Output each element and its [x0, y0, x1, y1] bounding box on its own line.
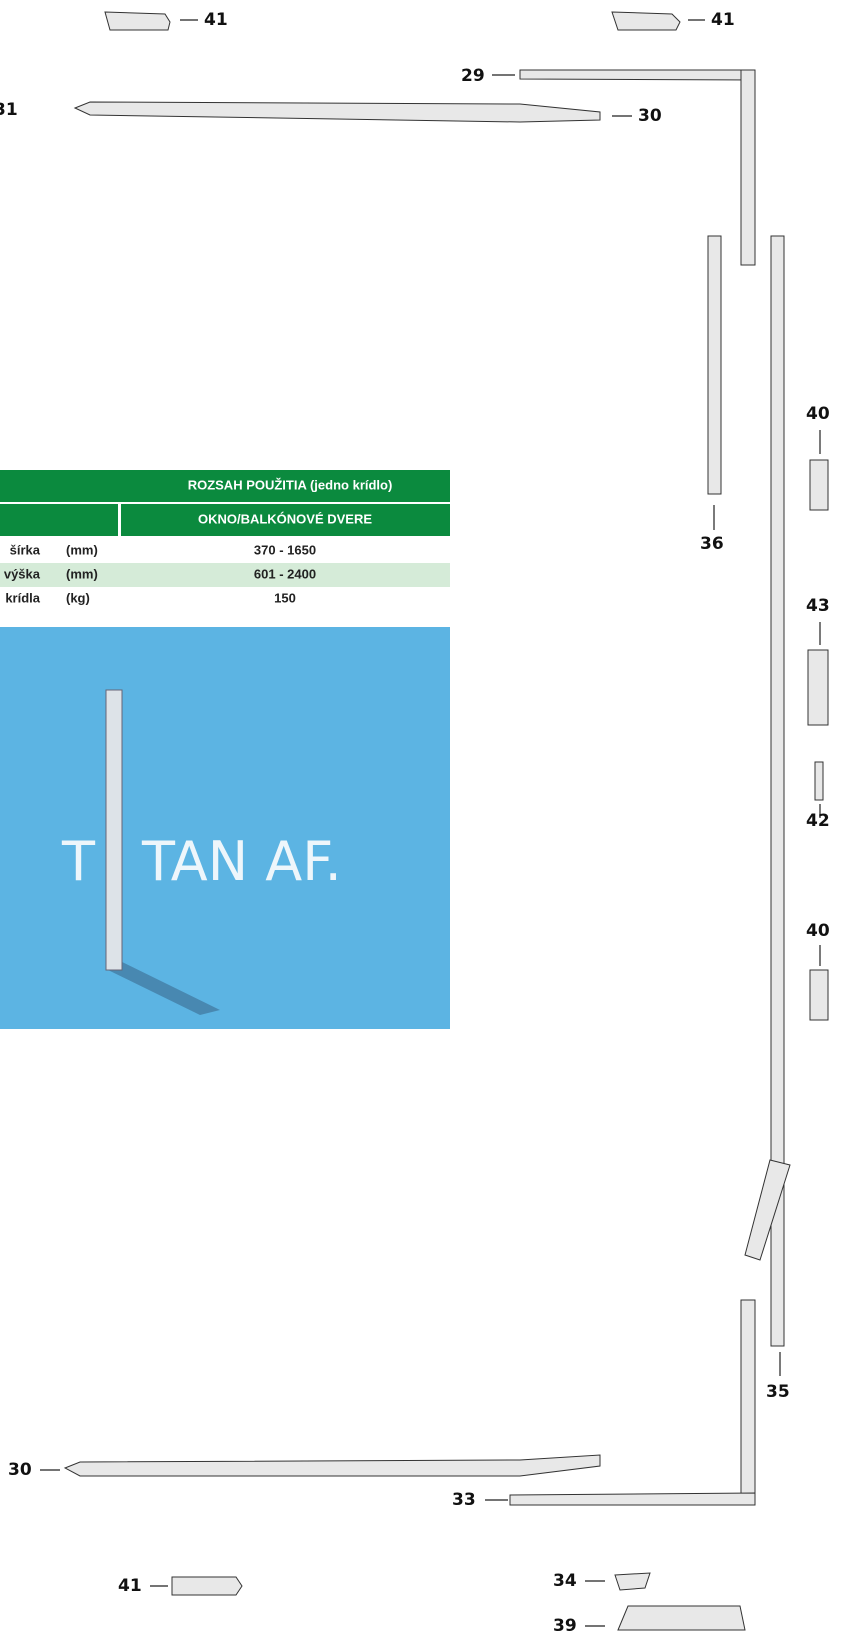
part	[617, 1605, 746, 1631]
logo-text: TAN AF.	[141, 830, 342, 893]
table-cell: 150	[274, 590, 296, 605]
part	[63, 1454, 601, 1477]
part-label: 34	[553, 1571, 577, 1591]
part	[809, 969, 829, 1021]
product	[105, 689, 123, 971]
part-label: 39	[553, 1616, 577, 1636]
part	[104, 11, 171, 31]
part-label: 42	[806, 811, 830, 831]
table-cell: (kg)	[66, 590, 90, 605]
part-label: 31	[0, 100, 18, 120]
table-rows: šírka (mm) 370 - 1650 výška (mm) 601 - 2400 kr…	[4, 542, 316, 605]
part-label: 41	[118, 1576, 142, 1596]
part	[814, 761, 824, 801]
logo-image	[0, 627, 450, 1029]
part	[740, 69, 756, 266]
part	[770, 235, 785, 1347]
part	[614, 1572, 651, 1591]
table-header: OKNO/BALKÓNOVÉ DVERE	[198, 511, 372, 526]
table-title-bar	[0, 470, 450, 502]
table-cell: výška	[4, 566, 41, 581]
part	[519, 69, 756, 81]
table-title: ROZSAH POUŽITIA (jedno krídlo)	[188, 477, 393, 492]
part-label: 30	[638, 106, 662, 126]
part-label: 35	[766, 1382, 790, 1402]
logo-text: T	[61, 830, 96, 893]
part-label: 33	[452, 1490, 476, 1510]
part-label: 36	[700, 534, 724, 554]
table-cell: šírka	[10, 542, 41, 557]
part-label: 30	[8, 1460, 32, 1480]
part	[744, 1159, 791, 1261]
part	[807, 649, 829, 726]
part	[707, 235, 722, 495]
part-label: 41	[711, 10, 735, 30]
part-label: 43	[806, 596, 830, 616]
shadow	[108, 960, 220, 1015]
table-header-cell	[0, 504, 118, 536]
table-cell: 370 - 1650	[254, 542, 316, 557]
part	[171, 1576, 243, 1596]
table-cell: (mm)	[66, 542, 98, 557]
part-label: 40	[806, 921, 830, 941]
part	[611, 11, 681, 31]
table-cell: 601 - 2400	[254, 566, 316, 581]
part	[809, 459, 829, 511]
part	[740, 1299, 756, 1501]
part	[73, 101, 601, 123]
part	[509, 1492, 756, 1506]
table-cell: (mm)	[66, 566, 98, 581]
part-label: 40	[806, 404, 830, 424]
part-label: 29	[461, 66, 485, 86]
table-row-bg	[0, 563, 450, 587]
table-cell: krídla	[5, 590, 40, 605]
table-header-cell	[121, 504, 450, 536]
part-label: 41	[204, 10, 228, 30]
